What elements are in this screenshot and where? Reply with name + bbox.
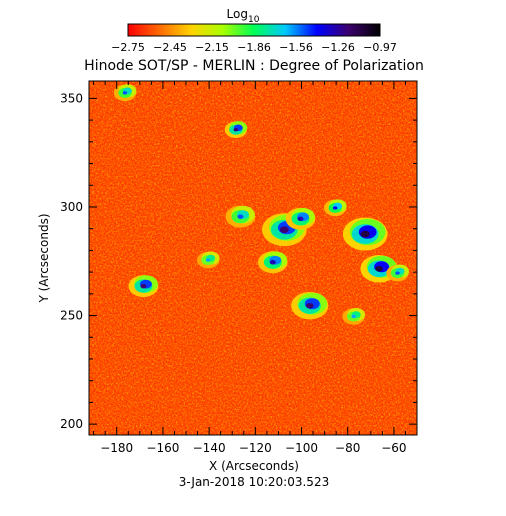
- x-tick-label: −100: [285, 441, 318, 455]
- polarization-feature: [291, 291, 329, 320]
- feature-ring: [140, 283, 147, 289]
- y-tick-label: 350: [60, 91, 83, 105]
- colorbar-tick-label: −1.86: [237, 41, 271, 54]
- polarization-features: [113, 84, 409, 325]
- feature-ring: [233, 128, 239, 132]
- x-tick-label: −120: [239, 441, 272, 455]
- feature-ring: [395, 271, 400, 275]
- y-tick-label: 250: [60, 309, 83, 323]
- colorbar-ticks: −2.75 −2.45 −2.15 −1.86 −1.56 −1.26 −0.97: [111, 41, 397, 54]
- feature-ring: [351, 314, 356, 319]
- y-axis: 200 250 300 350: [60, 91, 417, 431]
- y-axis-label: Y (Arcseconds): [37, 213, 51, 303]
- y-tick-label: 200: [60, 417, 83, 431]
- x-tick-label: −160: [146, 441, 179, 455]
- colorbar-tick-label: −0.97: [363, 41, 397, 54]
- colorbar: [127, 23, 381, 37]
- x-tick-label: −140: [193, 441, 226, 455]
- colorbar-tick-label: −2.45: [153, 41, 187, 54]
- feature-ring: [360, 230, 370, 238]
- feature-ring: [306, 302, 314, 309]
- colorbar-tick-label: −2.75: [111, 41, 145, 54]
- timestamp-footer: 3-Jan-2018 10:20:03.523: [179, 475, 329, 489]
- feature-ring: [332, 206, 338, 210]
- polarization-feature: [113, 84, 137, 102]
- polarization-feature: [128, 275, 159, 298]
- colorbar-tick-label: −2.15: [195, 41, 229, 54]
- polarization-feature: [386, 264, 409, 282]
- polarization-feature: [342, 307, 366, 325]
- polarization-feature: [225, 205, 256, 228]
- colorbar-tick-label: −1.26: [321, 41, 355, 54]
- polarization-feature: [257, 251, 288, 274]
- polarization-feature: [285, 207, 316, 230]
- feature-ring: [279, 226, 289, 233]
- feature-ring: [237, 214, 244, 219]
- feature-ring: [375, 266, 383, 272]
- feature-ring: [205, 258, 211, 262]
- x-tick-label: −60: [381, 441, 406, 455]
- feature-ring: [297, 216, 304, 222]
- plot-title: Hinode SOT/SP - MERLIN : Degree of Polar…: [84, 58, 424, 74]
- x-axis-label: X (Arcseconds): [209, 459, 299, 473]
- x-tick-label: −180: [100, 441, 133, 455]
- polarization-feature: [224, 121, 248, 139]
- feature-ring: [122, 91, 128, 95]
- colorbar-title: Log10: [227, 7, 260, 25]
- plot-frame: [88, 80, 418, 436]
- feature-ring: [269, 260, 276, 265]
- x-axis: −180 −160 −140 −120 −100 −80 −60: [93, 81, 418, 455]
- polarization-feature: [323, 199, 347, 217]
- polarization-feature: [196, 251, 220, 269]
- y-tick-label: 300: [60, 200, 83, 214]
- heatmap: [89, 81, 417, 435]
- colorbar-tick-label: −1.56: [279, 41, 313, 54]
- polarization-feature: [342, 217, 388, 251]
- x-tick-label: −80: [335, 441, 360, 455]
